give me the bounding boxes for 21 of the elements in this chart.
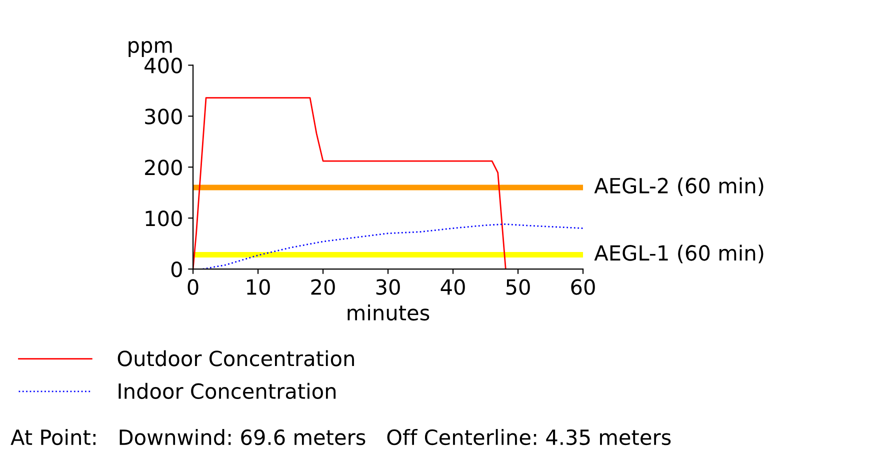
- x-tick-label: 0: [188, 279, 198, 295]
- ref-line-label: AEGL-2 (60 min): [594, 177, 764, 196]
- y-tick-label: 300: [145, 108, 182, 124]
- y-tick-label: 0: [171, 261, 182, 278]
- x-tick-label: 40: [440, 279, 465, 295]
- x-tick-label: 30: [376, 279, 400, 295]
- text: At Point: Downwind: 69.6 meters Off Centerline: 4.35 meters: [10, 428, 671, 446]
- x-tick-label: 10: [247, 279, 270, 295]
- x-tick-label: 60: [571, 279, 595, 295]
- y-tick-label: 100: [146, 210, 182, 226]
- line-series: [202, 224, 584, 270]
- y-tick-label: 200: [145, 160, 182, 176]
- x-tick-label: 20: [311, 279, 335, 295]
- line-series: [193, 97, 506, 270]
- y-tick-label: 400: [144, 58, 182, 74]
- x-tick-label: 50: [506, 279, 530, 295]
- legend-label: Indoor Concentration: [118, 382, 336, 400]
- x-axis-title: minutes: [348, 304, 430, 321]
- y-axis-title: ppm: [128, 41, 172, 58]
- ref-line-label: AEGL-1 (60 min): [594, 244, 764, 264]
- legend-label: Outdoor Concentration: [118, 350, 354, 366]
